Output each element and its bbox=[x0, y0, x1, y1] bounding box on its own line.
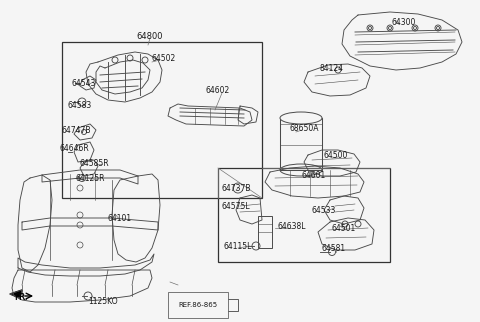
Text: 1125KO: 1125KO bbox=[88, 298, 118, 307]
Text: 64501: 64501 bbox=[332, 223, 356, 232]
Text: 64585R: 64585R bbox=[80, 158, 109, 167]
Ellipse shape bbox=[280, 112, 322, 124]
Polygon shape bbox=[10, 290, 22, 298]
Text: 64800: 64800 bbox=[137, 32, 163, 41]
Text: 64300: 64300 bbox=[392, 17, 416, 26]
Text: 64583: 64583 bbox=[68, 100, 92, 109]
Text: 64581: 64581 bbox=[322, 243, 346, 252]
Text: 84124: 84124 bbox=[320, 63, 344, 72]
Text: FR.: FR. bbox=[14, 293, 28, 302]
Text: 64575L: 64575L bbox=[222, 202, 251, 211]
Bar bbox=[62, 42, 262, 198]
Text: 64533: 64533 bbox=[312, 205, 336, 214]
Text: 64500: 64500 bbox=[324, 150, 348, 159]
Text: 64646R: 64646R bbox=[60, 144, 90, 153]
Text: 64502: 64502 bbox=[152, 53, 176, 62]
Bar bbox=[218, 168, 390, 262]
Text: 64638L: 64638L bbox=[278, 222, 307, 231]
Text: 64601: 64601 bbox=[302, 171, 326, 179]
Text: 64737B: 64737B bbox=[222, 184, 252, 193]
Text: 64747B: 64747B bbox=[62, 126, 92, 135]
Bar bbox=[258, 216, 272, 248]
Text: 64125R: 64125R bbox=[76, 174, 106, 183]
Text: FR.: FR. bbox=[14, 293, 27, 302]
Text: 64543: 64543 bbox=[72, 79, 96, 88]
Bar bbox=[280, 118, 322, 170]
Text: 64602: 64602 bbox=[205, 86, 229, 94]
Text: 64101: 64101 bbox=[108, 213, 132, 223]
Text: REF.86-865: REF.86-865 bbox=[178, 302, 217, 308]
Text: 64115L: 64115L bbox=[224, 242, 252, 251]
Text: 68650A: 68650A bbox=[290, 124, 320, 132]
